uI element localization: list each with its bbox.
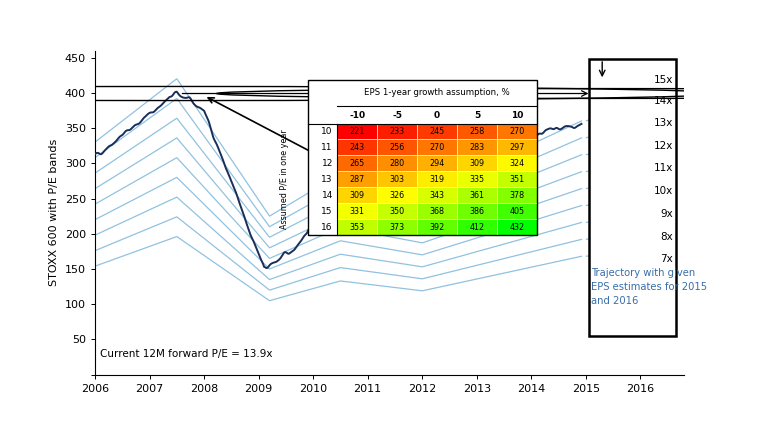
Bar <box>377 171 417 187</box>
Text: 256: 256 <box>390 143 405 152</box>
Text: 343: 343 <box>429 191 445 200</box>
Bar <box>417 203 457 219</box>
Bar <box>457 219 497 235</box>
Bar <box>417 187 457 203</box>
Bar <box>588 59 676 336</box>
Bar <box>377 139 417 155</box>
Bar <box>497 139 537 155</box>
Text: 353: 353 <box>350 223 365 232</box>
Text: 392: 392 <box>429 223 445 232</box>
Text: 280: 280 <box>390 159 405 168</box>
Text: 326: 326 <box>390 191 405 200</box>
Text: 309: 309 <box>470 159 485 168</box>
Bar <box>377 123 417 139</box>
Text: 13x: 13x <box>654 118 673 128</box>
Bar <box>457 139 497 155</box>
Text: 8x: 8x <box>660 232 673 242</box>
Bar <box>457 171 497 187</box>
Text: 15x: 15x <box>654 75 673 85</box>
Text: 11x: 11x <box>654 163 673 173</box>
Text: 303: 303 <box>390 175 405 184</box>
Bar <box>377 203 417 219</box>
Bar <box>377 219 417 235</box>
Text: 10x: 10x <box>654 186 673 196</box>
Text: 9x: 9x <box>660 209 673 219</box>
Text: 331: 331 <box>350 207 365 216</box>
Text: 294: 294 <box>429 159 445 168</box>
Text: 221: 221 <box>350 127 365 136</box>
Bar <box>497 219 537 235</box>
Text: 7x: 7x <box>660 254 673 264</box>
Text: 245: 245 <box>429 127 445 136</box>
Text: 297: 297 <box>509 143 524 152</box>
Text: 287: 287 <box>350 175 365 184</box>
Text: 15: 15 <box>321 207 333 216</box>
Bar <box>337 155 377 171</box>
Text: 368: 368 <box>429 207 445 216</box>
Text: 5: 5 <box>473 110 480 120</box>
Bar <box>337 123 377 139</box>
Bar <box>337 139 377 155</box>
Text: 16: 16 <box>321 223 333 232</box>
Text: 405: 405 <box>509 207 524 216</box>
Text: -5: -5 <box>392 110 402 120</box>
Bar <box>417 219 457 235</box>
Text: 14x: 14x <box>654 96 673 106</box>
Text: 335: 335 <box>470 175 485 184</box>
Text: 10: 10 <box>511 110 523 120</box>
Text: 0: 0 <box>434 110 440 120</box>
Bar <box>417 123 457 139</box>
Text: 309: 309 <box>350 191 365 200</box>
Text: 270: 270 <box>429 143 445 152</box>
Text: Assumed P/E in one year: Assumed P/E in one year <box>280 130 290 229</box>
Bar <box>337 203 377 219</box>
Text: -10: -10 <box>350 110 366 120</box>
Text: 351: 351 <box>509 175 524 184</box>
Bar <box>417 155 457 171</box>
Bar <box>497 123 537 139</box>
Bar <box>377 155 417 171</box>
Text: 432: 432 <box>509 223 524 232</box>
Text: 319: 319 <box>429 175 445 184</box>
Bar <box>337 219 377 235</box>
Text: 10: 10 <box>321 127 333 136</box>
Text: Trajectory with given
EPS estimates for 2015
and 2016: Trajectory with given EPS estimates for … <box>591 268 708 306</box>
Text: 412: 412 <box>470 223 485 232</box>
Text: EPS 1-year growth assumption, %: EPS 1-year growth assumption, % <box>364 88 510 97</box>
Bar <box>457 155 497 171</box>
Text: 270: 270 <box>509 127 524 136</box>
Text: 283: 283 <box>470 143 485 152</box>
Bar <box>457 203 497 219</box>
Text: Current 12M forward P/E = 13.9x: Current 12M forward P/E = 13.9x <box>100 349 273 359</box>
Text: 350: 350 <box>390 207 405 216</box>
Bar <box>377 187 417 203</box>
Text: 378: 378 <box>509 191 524 200</box>
Text: 12: 12 <box>321 159 333 168</box>
Text: 361: 361 <box>470 191 484 200</box>
Bar <box>497 203 537 219</box>
Bar <box>497 187 537 203</box>
Text: 265: 265 <box>350 159 365 168</box>
Bar <box>337 187 377 203</box>
Text: 14: 14 <box>321 191 333 200</box>
Bar <box>337 171 377 187</box>
Text: 258: 258 <box>470 127 485 136</box>
Y-axis label: STOXX 600 with P/E bands: STOXX 600 with P/E bands <box>49 139 59 286</box>
Bar <box>417 171 457 187</box>
Text: 13: 13 <box>321 175 333 184</box>
Text: 386: 386 <box>470 207 484 216</box>
Bar <box>457 187 497 203</box>
Bar <box>497 171 537 187</box>
Text: 12x: 12x <box>654 141 673 151</box>
Text: 243: 243 <box>350 143 365 152</box>
Text: 11: 11 <box>321 143 333 152</box>
Bar <box>417 139 457 155</box>
Text: 373: 373 <box>390 223 405 232</box>
Bar <box>457 123 497 139</box>
Text: 233: 233 <box>390 127 405 136</box>
Bar <box>497 155 537 171</box>
Text: 324: 324 <box>509 159 524 168</box>
